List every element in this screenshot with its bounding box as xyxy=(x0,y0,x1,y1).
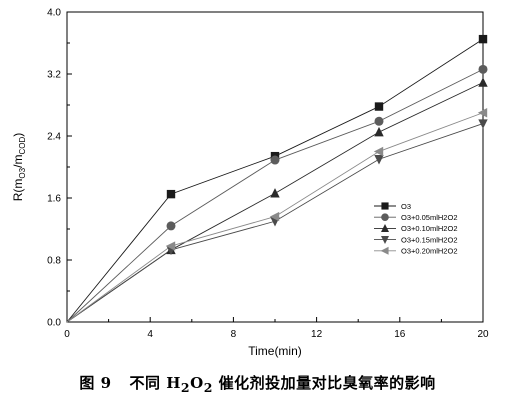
figure-number: 图 9 xyxy=(79,374,112,392)
legend-marker-2 xyxy=(381,213,389,222)
caption-sub1: 2 xyxy=(180,380,191,395)
x-tick-label: 20 xyxy=(477,329,489,340)
series-5-point xyxy=(269,211,280,222)
legend-marker-3 xyxy=(381,223,389,232)
series-2-point xyxy=(478,64,488,74)
x-tick-label: 4 xyxy=(147,329,153,340)
caption-mid: O xyxy=(190,374,204,392)
series-3-point xyxy=(478,77,488,87)
plot-frame xyxy=(66,11,484,323)
legend-label-2: O3+0.05mlH2O2 xyxy=(401,213,458,222)
y-axis-title: R(mO3/mCOD) xyxy=(11,133,27,201)
plot-area: 0 4 8 12 16 20 0.0 0.8 1.6 2.4 3.2 4.0 O3 O3+0.05mlH2… xyxy=(47,8,489,341)
series-4-point xyxy=(374,155,384,165)
series-4-point xyxy=(478,119,488,129)
series-3-point xyxy=(270,188,280,198)
series-2-point xyxy=(374,116,384,126)
series-1-point xyxy=(166,189,176,199)
caption-text-after: 催化剂投加量对比臭氧率的影响 xyxy=(212,374,436,392)
legend-marker-1 xyxy=(381,202,389,210)
x-tick-label: 0 xyxy=(64,329,70,340)
line-chart: 0 4 8 12 16 20 0.0 0.8 1.6 2.4 3.2 4.0 O3 O3+0.05mlH2… xyxy=(11,8,489,359)
y-axis-title-end: ) xyxy=(11,133,25,137)
legend-label-4: O3+0.15mlH2O2 xyxy=(401,235,458,244)
y-tick-label: 1.6 xyxy=(47,194,61,205)
x-tick-label: 12 xyxy=(311,329,323,340)
caption-text-before: 不同 H xyxy=(129,374,181,392)
caption-sub2: 2 xyxy=(203,380,213,395)
y-axis-title-main: R(m xyxy=(11,179,25,202)
legend-marker-5 xyxy=(380,246,389,255)
figure-caption: 图 9 不同 H2O2 催化剂投加量对比臭氧率的影响 xyxy=(0,372,515,395)
series-5-point xyxy=(373,146,384,157)
legend-marker-4 xyxy=(381,236,389,245)
x-tick-label: 16 xyxy=(394,329,406,340)
x-tick-label: 8 xyxy=(231,329,237,340)
series-5-point xyxy=(477,108,488,118)
legend-label-5: O3+0.20mlH2O2 xyxy=(401,247,458,256)
series-1-point xyxy=(478,34,488,44)
x-axis-title: Time(min) xyxy=(248,344,302,358)
legend-label-1: O3 xyxy=(401,202,411,211)
y-tick-label: 2.4 xyxy=(47,132,61,143)
y-axis-title-sub2: COD xyxy=(18,137,27,155)
y-tick-label: 3.2 xyxy=(47,70,61,81)
series-line-3 xyxy=(66,82,484,323)
series-line-1 xyxy=(66,38,484,323)
series-1-point xyxy=(374,102,384,111)
y-tick-label: 4.0 xyxy=(47,8,61,19)
y-axis-title-sub1: O3 xyxy=(18,167,27,178)
series-2-point xyxy=(166,221,176,231)
legend-label-3: O3+0.10mlH2O2 xyxy=(401,224,458,233)
y-tick-label: 0.0 xyxy=(47,318,61,329)
y-tick-label: 0.8 xyxy=(47,256,61,267)
y-axis-title-mid: /m xyxy=(11,155,25,168)
series-5-point xyxy=(165,241,176,251)
series-3-point xyxy=(374,126,384,137)
series-2-point xyxy=(270,155,280,165)
